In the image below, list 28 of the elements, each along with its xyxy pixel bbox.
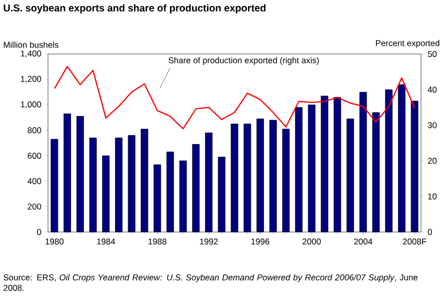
text: Source: ERS, Oil Crops Yearend Review: U.S. Soybean Demand Powered by Record 2006/07 Supply, June 2008.	[4, 274, 418, 291]
y-tick-label: 600	[28, 152, 42, 159]
y2-tick-label: 20	[428, 158, 437, 164]
y-axis-title: Million bushels	[4, 42, 58, 48]
y-tick-label: 200	[28, 204, 42, 210]
y2-tick-label: 40	[428, 86, 437, 93]
y-tick-label: 800	[28, 127, 42, 134]
line-series	[54, 66, 416, 130]
x-tick-label: 2004	[354, 238, 372, 245]
chart-title: U.S. soybean exports and share of production exported	[4, 4, 266, 14]
x-tick-label: 1988	[148, 238, 166, 245]
x-tick-label: 2008F	[402, 238, 426, 245]
x-tick-label: 1996	[251, 238, 270, 245]
y2-tick-label: 50	[428, 51, 437, 57]
y2-tick-label: 10	[428, 193, 437, 200]
y-tick-label: 0	[37, 229, 42, 235]
y-tick-label: 1,000	[20, 101, 42, 108]
x-tick-label: 1984	[97, 238, 116, 245]
annotation: Share of production exported (right axis)	[168, 57, 319, 65]
x-tick-label: 1992	[200, 238, 218, 245]
y-tick-label: 1,400	[20, 50, 42, 58]
y-tick-label: 400	[28, 178, 42, 184]
y2-axis-title: Percent exported	[376, 40, 440, 48]
x-tick-label: 1980	[46, 238, 64, 245]
y-tick-label: 1,200	[20, 76, 42, 83]
y2-tick-label: 30	[428, 122, 437, 128]
x-tick-label: 2000	[302, 238, 321, 245]
y2-tick-label: 0	[428, 229, 432, 235]
